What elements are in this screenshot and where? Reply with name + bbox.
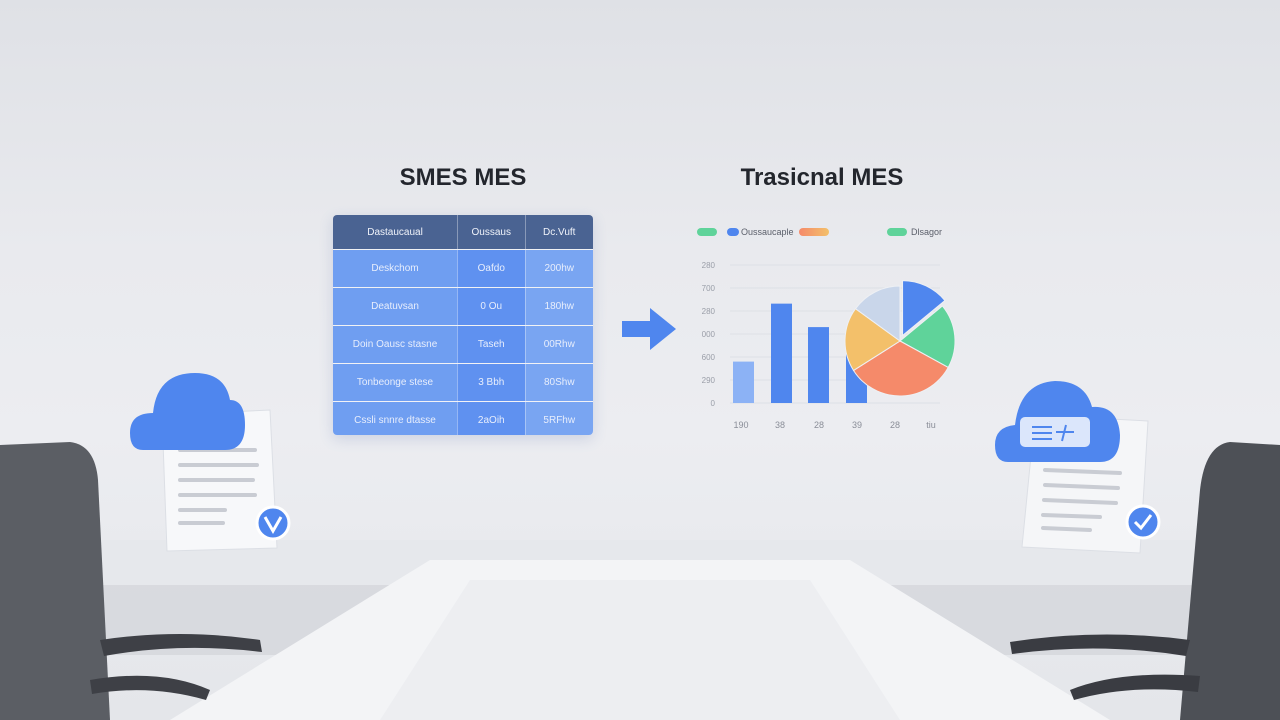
column-header: Oussaus [457,215,524,249]
table-cell: 200hw [524,250,593,287]
table-cell: Cssli snnre dtasse [333,402,458,435]
legend-label: Oussaucaple [741,227,794,237]
bar [808,327,829,403]
table-cell: 180hw [524,288,593,325]
table-cell: 2aOih [457,402,525,435]
check-badge-icon [1125,504,1161,540]
table-row: Cssli snnre dtasse 2aOih 5RFhw [333,401,593,435]
left-title: SMES MES [399,164,527,191]
smes-table: Dastaucaual Oussaus Dc.Vuft Deskchom Oafd… [333,215,593,435]
left-chair-arm [100,634,262,656]
table-header-row: Dastaucaual Oussaus Dc.Vuft [333,215,593,249]
bar [771,303,792,403]
chart-legend: Oussaucaple Dlsagor [697,227,957,239]
legend-swatch [887,228,907,236]
table-cell: Doin Oausc stasne [333,326,458,363]
left-chair-arm-2 [90,675,210,700]
y-tick-label: 280 [702,261,716,270]
x-tick-label: 28 [814,420,824,430]
pie-slice [844,307,901,372]
table-row: Tonbeonge stese 3 Bbh 80Shw [333,363,593,401]
column-header: Dastaucaual [367,226,423,238]
table-cell: Oafdo [457,250,525,287]
pie-slice [899,305,956,369]
check-badge-icon [255,505,291,541]
y-tick-label: 700 [702,284,716,293]
table-row: Deatuvsan 0 Ou 180hw [333,287,593,325]
cloud-icon [130,373,245,450]
x-tick-label: 190 [733,420,748,430]
table-cell: Deskchom [333,250,458,287]
x-tick-label: 38 [775,420,785,430]
right-chair-arm-2 [1070,674,1200,700]
table-cell: Deatuvsan [333,288,458,325]
pie-slice [902,280,946,337]
bar-pie-chart: 280 700 280 000 600 290 0 190 38 28 39 28 tiu [702,261,956,430]
y-tick-label: 600 [702,353,716,362]
table-row: Deskchom Oafdo 200hw [333,249,593,287]
table-reflection [380,580,900,720]
y-tick-label: 000 [702,330,716,339]
table-cell: 00Rhw [524,326,593,363]
right-chair-arm [1010,634,1190,656]
pie-slice [852,340,949,397]
x-tick-label: 39 [852,420,862,430]
right-decor [995,381,1161,554]
table-row: Doin Oausc stasne Taseh 00Rhw [333,325,593,363]
table-cell: 5RFhw [524,402,593,435]
arrow-right-icon [622,308,676,350]
legend-swatch [727,228,739,236]
left-decor [130,373,291,552]
right-chair [1180,442,1280,720]
legend-label: Dlsagor [911,227,943,237]
y-tick-label: 280 [702,307,716,316]
y-tick-label: 0 [711,399,716,408]
bar [733,361,754,403]
y-tick-label: 290 [702,376,716,385]
table-cell: Tonbeonge stese [333,364,458,401]
left-chair [0,442,110,720]
legend-swatch [799,228,829,236]
x-tick-label: tiu [926,420,936,430]
table-cell: 3 Bbh [457,364,525,401]
pie-slice [854,285,901,342]
x-tick-label: 28 [890,420,900,430]
table-cell: 0 Ou [457,288,525,325]
table-cell: 80Shw [524,364,593,401]
table-cell: Taseh [457,326,525,363]
cloud-folder-icon [995,381,1120,462]
legend-swatch [697,228,717,236]
table-body: Deskchom Oafdo 200hw Deatuvsan 0 Ou 180hw Doin… [333,249,593,435]
column-header: Dc.Vuft [524,215,593,249]
right-title: Trasicnal MES [740,164,904,191]
